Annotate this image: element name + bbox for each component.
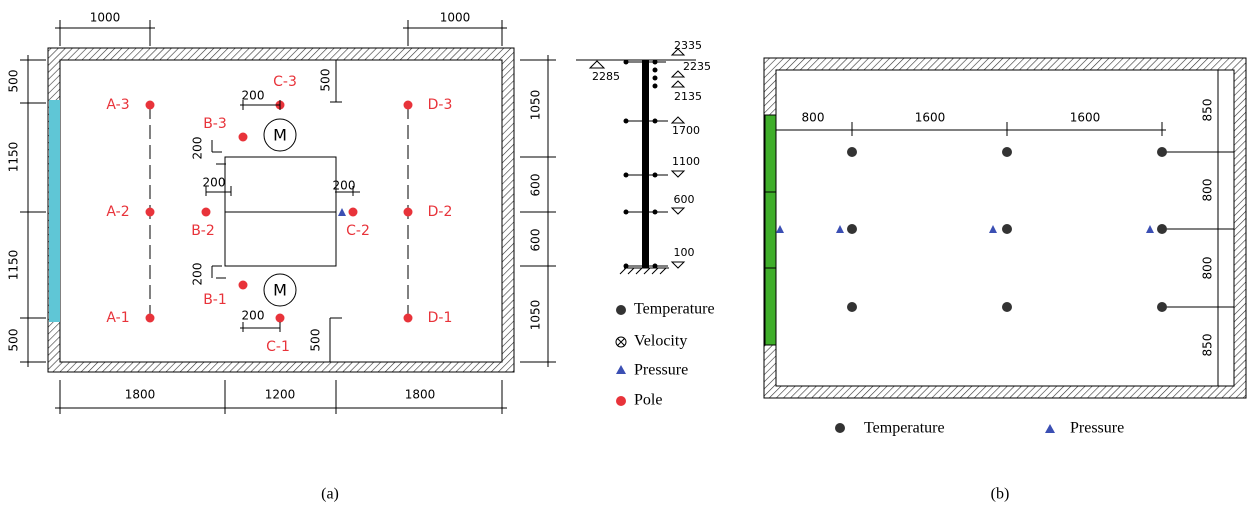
dim: 850 — [1201, 99, 1215, 122]
pole-label: B-1 — [203, 292, 227, 308]
pole-label: D-1 — [428, 310, 453, 326]
motor-label: M — [273, 126, 287, 145]
dim: 1150 — [7, 142, 21, 173]
offset-dim: 200 — [203, 176, 226, 190]
room-b: 800 1600 1600 850 800 800 850 — [763, 57, 1247, 399]
dim: 600 — [529, 174, 543, 197]
pole-label: B-2 — [191, 223, 215, 239]
elevation: 2335 — [674, 39, 702, 52]
elevation-column: 2335 2285 2235 2135 1700 1100 600 100 — [576, 39, 711, 275]
pole-label: A-2 — [106, 204, 129, 220]
dim: 1200 — [265, 388, 296, 402]
offset-dim: 200 — [333, 179, 356, 193]
elevation: 100 — [674, 246, 695, 259]
dim: 800 — [1201, 179, 1215, 202]
legend-label: Temperature — [864, 420, 945, 437]
motor — [263, 273, 297, 307]
motor — [263, 118, 297, 152]
legend-label: Velocity — [634, 333, 687, 350]
dim: 800 — [1201, 257, 1215, 280]
inlet — [49, 100, 60, 322]
room-a: M M A-3 A-2 A-1 B-3 B-2 B-1 C-3 C-2 C-1 … — [47, 47, 515, 373]
dim: 600 — [529, 229, 543, 252]
legend-label: Pressure — [1070, 420, 1124, 437]
dim: 1150 — [7, 250, 21, 281]
temperature-points — [847, 147, 1167, 312]
dim: 850 — [1201, 334, 1215, 357]
pole-label: C-3 — [273, 74, 297, 90]
inlet — [764, 114, 777, 346]
pole-label: B-3 — [203, 116, 227, 132]
pressure-points — [776, 225, 1154, 233]
dim: 1000 — [440, 11, 471, 25]
caption: (a) — [321, 486, 339, 503]
offset-dim: 200 — [191, 263, 205, 286]
dim: 500 — [7, 70, 21, 93]
dim: 500 — [7, 329, 21, 352]
elevation: 2285 — [592, 70, 620, 83]
clearance-dim: 500 — [309, 329, 323, 352]
elevation: 2235 — [683, 60, 711, 73]
dim: 1600 — [1070, 111, 1101, 125]
dim: 1600 — [915, 111, 946, 125]
dim: 800 — [802, 111, 825, 125]
dim: 1000 — [90, 11, 121, 25]
dim: 1050 — [529, 300, 543, 331]
legend-label: Pressure — [634, 362, 688, 379]
dim: 1800 — [405, 388, 436, 402]
elevation: 600 — [674, 193, 695, 206]
dim: 1050 — [529, 90, 543, 121]
dim: 1800 — [125, 388, 156, 402]
elevation: 1100 — [672, 155, 700, 168]
pole-label: A-3 — [106, 97, 129, 113]
legend-a: Temperature Velocity Pressure Pole — [615, 301, 715, 409]
caption: (b) — [991, 486, 1010, 503]
legend-label: Temperature — [634, 301, 715, 318]
pole-label: D-3 — [428, 97, 453, 113]
offset-dim: 200 — [191, 137, 205, 160]
elevation: 2135 — [674, 90, 702, 103]
pressure-point — [338, 208, 346, 216]
offset-dim: 200 — [242, 309, 265, 323]
motor-label: M — [273, 281, 287, 300]
legend-b: Temperature Pressure — [835, 420, 1124, 437]
dimensions-a: 1000 1000 500 1150 1150 500 1050 600 600… — [7, 11, 556, 414]
pole-label: A-1 — [106, 310, 129, 326]
elevation: 1700 — [672, 124, 700, 137]
pole-label: D-2 — [428, 204, 453, 220]
pole-label: C-1 — [266, 339, 290, 355]
legend-label: Pole — [634, 392, 662, 409]
clearance-dim: 500 — [319, 69, 333, 92]
pole-label: C-2 — [346, 223, 370, 239]
offset-dim: 200 — [242, 89, 265, 103]
